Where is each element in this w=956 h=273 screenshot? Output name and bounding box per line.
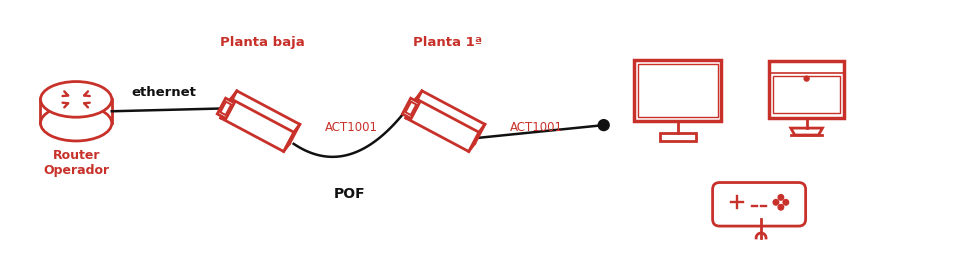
Text: POF: POF xyxy=(334,187,365,201)
Circle shape xyxy=(778,195,784,200)
Text: ACT1001: ACT1001 xyxy=(325,121,378,133)
Polygon shape xyxy=(791,128,822,135)
FancyBboxPatch shape xyxy=(769,61,844,118)
Polygon shape xyxy=(402,98,420,118)
Text: Planta baja: Planta baja xyxy=(220,36,305,49)
FancyBboxPatch shape xyxy=(712,183,806,226)
Polygon shape xyxy=(405,99,479,152)
Text: Router
Operador: Router Operador xyxy=(43,149,109,177)
Circle shape xyxy=(778,204,784,210)
Ellipse shape xyxy=(40,82,112,117)
Circle shape xyxy=(783,200,789,205)
Polygon shape xyxy=(412,91,485,144)
Polygon shape xyxy=(221,99,293,152)
Circle shape xyxy=(804,76,809,81)
Polygon shape xyxy=(217,98,234,118)
Circle shape xyxy=(773,200,779,205)
FancyBboxPatch shape xyxy=(661,133,696,141)
Ellipse shape xyxy=(40,105,112,141)
FancyBboxPatch shape xyxy=(635,60,722,121)
Circle shape xyxy=(598,120,609,130)
Text: Planta 1ª: Planta 1ª xyxy=(413,36,482,49)
Text: ethernet: ethernet xyxy=(131,86,196,99)
Text: ACT1001: ACT1001 xyxy=(510,121,563,133)
Polygon shape xyxy=(227,91,300,144)
